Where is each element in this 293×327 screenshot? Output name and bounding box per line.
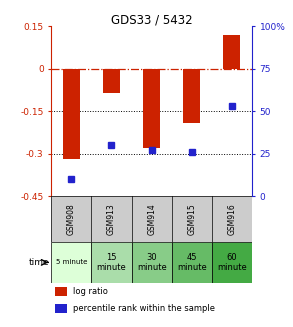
Bar <box>172 242 212 283</box>
Text: GSM913: GSM913 <box>107 203 116 235</box>
Title: GDS33 / 5432: GDS33 / 5432 <box>111 13 193 26</box>
Bar <box>91 242 132 283</box>
Text: GSM908: GSM908 <box>67 203 76 235</box>
Bar <box>55 286 67 296</box>
Text: GSM916: GSM916 <box>227 203 236 235</box>
Bar <box>183 69 200 123</box>
Bar <box>224 35 240 69</box>
Text: 60
minute: 60 minute <box>217 253 247 272</box>
Text: percentile rank within the sample: percentile rank within the sample <box>73 304 215 313</box>
Bar <box>143 69 160 148</box>
Text: 30
minute: 30 minute <box>137 253 166 272</box>
Text: GSM915: GSM915 <box>187 203 196 235</box>
Text: 45
minute: 45 minute <box>177 253 207 272</box>
Text: log ratio: log ratio <box>73 287 108 296</box>
Bar <box>55 303 67 313</box>
Bar <box>212 242 252 283</box>
Bar <box>51 242 91 283</box>
Bar <box>132 242 172 283</box>
Text: 15
minute: 15 minute <box>97 253 126 272</box>
Text: 5 minute: 5 minute <box>56 259 87 266</box>
Bar <box>103 69 120 93</box>
Text: GSM914: GSM914 <box>147 203 156 235</box>
Text: time: time <box>29 258 49 267</box>
Bar <box>63 69 80 159</box>
